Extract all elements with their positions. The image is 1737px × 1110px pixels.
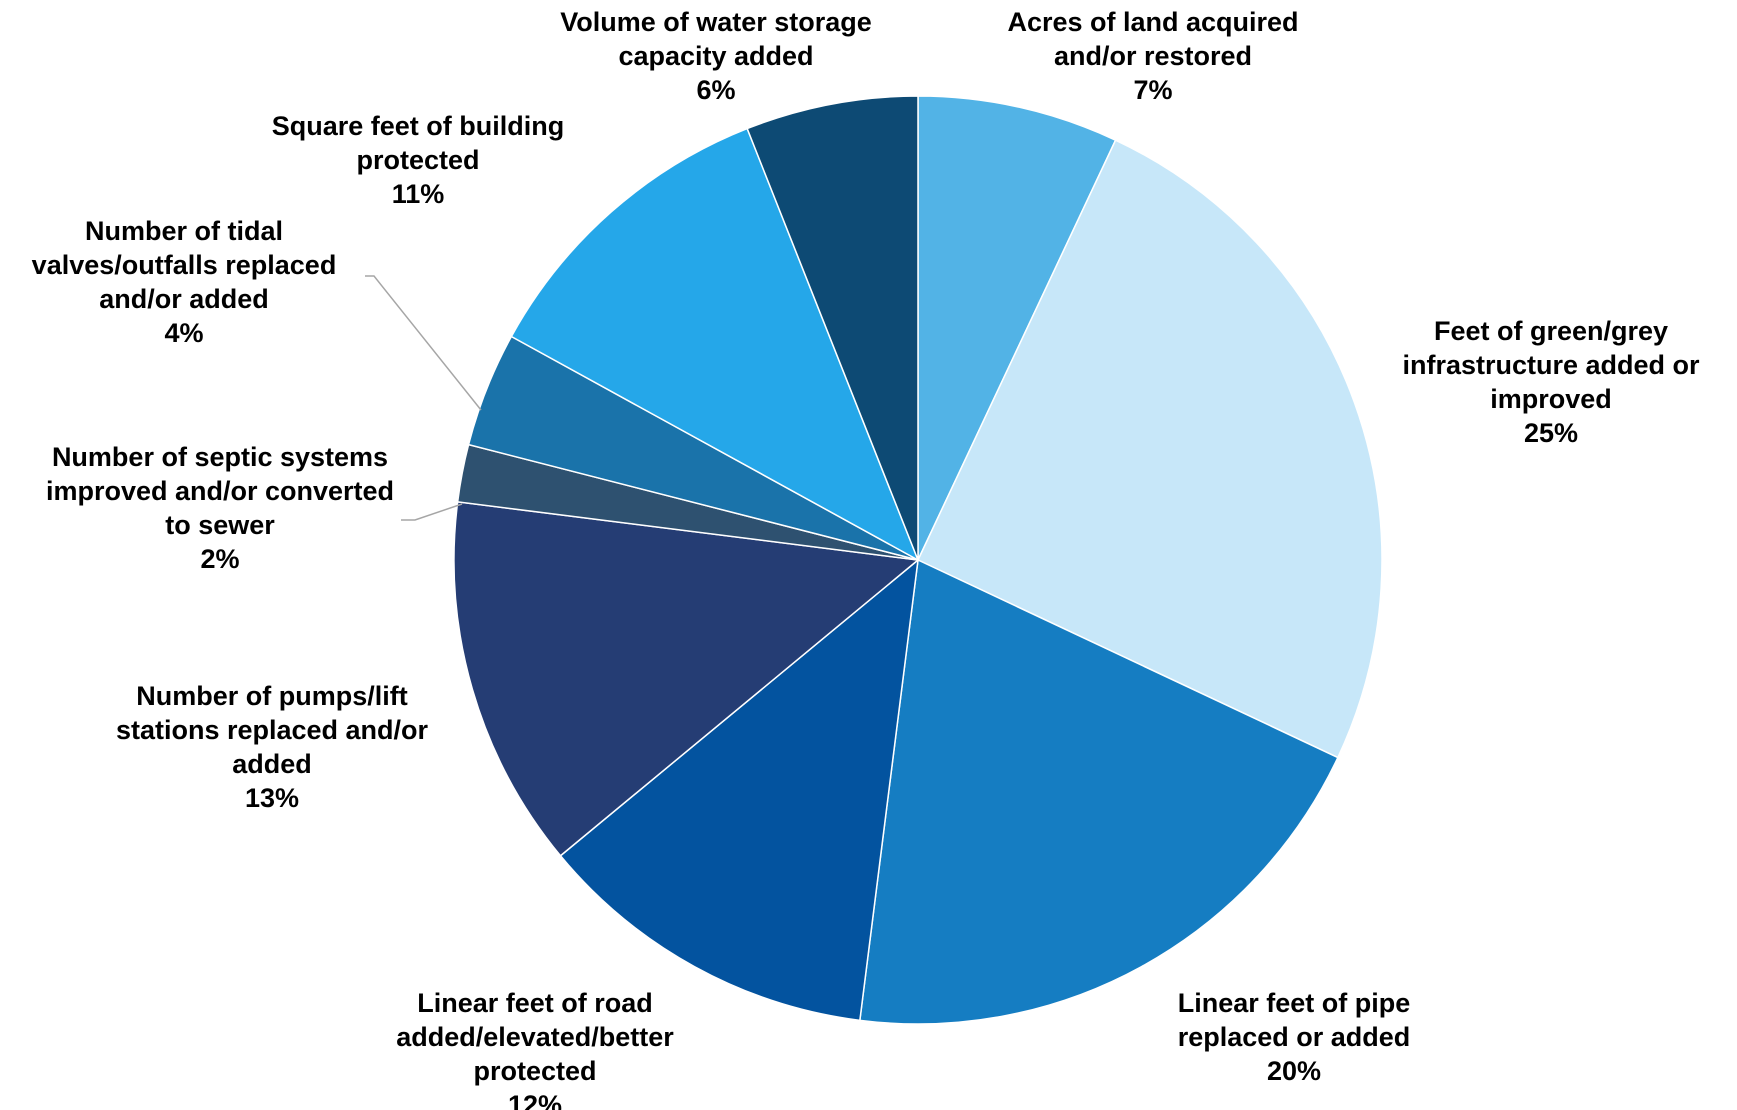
leader-lines: [365, 275, 482, 521]
pie-slice-4: [559, 558, 919, 1022]
slice-percent-label: 25%: [1524, 418, 1578, 448]
slice-category-label: added/elevated/better: [396, 1022, 674, 1052]
slice-category-label: Number of pumps/lift: [136, 681, 408, 711]
pie-slices: [453, 95, 1383, 1025]
slice-category-label: and/or restored: [1054, 41, 1252, 71]
slice-label-9: Volume of water storage capacity added 6%: [560, 7, 872, 105]
slice-category-label: protected: [356, 145, 479, 175]
slice-category-label: Square feet of building: [272, 111, 565, 141]
slice-category-label: valves/outfalls replaced: [32, 250, 337, 280]
pie-slice-1: [917, 95, 1117, 561]
slice-percent-label: 2%: [200, 544, 239, 574]
slice-label-1: Acres of land acquired and/or restored 7%: [1007, 7, 1298, 105]
slice-category-label: added: [232, 749, 312, 779]
slice-category-label: Acres of land acquired: [1007, 7, 1298, 37]
slice-percent-label: 4%: [164, 318, 203, 348]
slice-label-8: Square feet of building protected 11%: [272, 111, 565, 209]
slice-label-7: Number of tidal valves/outfalls replaced a…: [32, 216, 337, 348]
slice-category-label: Number of septic systems: [52, 442, 388, 472]
slice-category-label: to sewer: [165, 510, 275, 540]
slice-percent-label: 6%: [696, 75, 735, 105]
slice-label-6: Number of septic systems improved and/or …: [46, 442, 394, 574]
slice-category-label: stations replaced and/or: [116, 715, 429, 745]
pie-slice-3: [859, 558, 1339, 1025]
pie-slice-2: [917, 139, 1383, 759]
slice-category-label: Linear feet of pipe: [1178, 988, 1411, 1018]
leader-line-7: [365, 275, 482, 411]
pie-slice-9: [746, 95, 919, 561]
slice-label-3: Linear feet of pipe replaced or added 20%: [1178, 988, 1411, 1086]
slice-percent-label: 11%: [392, 179, 445, 209]
slice-percent-label: 20%: [1267, 1056, 1321, 1086]
slice-category-label: capacity added: [618, 41, 813, 71]
slice-percent-label: 13%: [245, 783, 299, 813]
slice-category-label: Volume of water storage: [560, 7, 872, 37]
slice-category-label: protected: [473, 1056, 596, 1086]
slice-percent-label: 7%: [1133, 75, 1172, 105]
slice-category-label: infrastructure added or: [1402, 350, 1700, 380]
slice-category-label: improved and/or converted: [46, 476, 394, 506]
slice-labels: Acres of land acquired and/or restored 7% F…: [32, 7, 1700, 1110]
slice-category-label: Feet of green/grey: [1434, 316, 1668, 346]
slice-category-label: and/or added: [99, 284, 269, 314]
slice-category-label: Number of tidal: [85, 216, 283, 246]
slice-percent-label: 12%: [508, 1090, 562, 1110]
pie-slice-8: [510, 127, 920, 562]
leader-line-6: [401, 503, 463, 521]
slice-label-4: Linear feet of road added/elevated/better…: [396, 988, 674, 1110]
slice-label-2: Feet of green/grey infrastructure added o…: [1402, 316, 1700, 448]
pie-slice-5: [453, 501, 920, 857]
slice-category-label: replaced or added: [1178, 1022, 1411, 1052]
slice-category-label: improved: [1490, 384, 1612, 414]
slice-category-label: Linear feet of road: [417, 988, 653, 1018]
slice-label-5: Number of pumps/lift stations replaced an…: [116, 681, 429, 813]
